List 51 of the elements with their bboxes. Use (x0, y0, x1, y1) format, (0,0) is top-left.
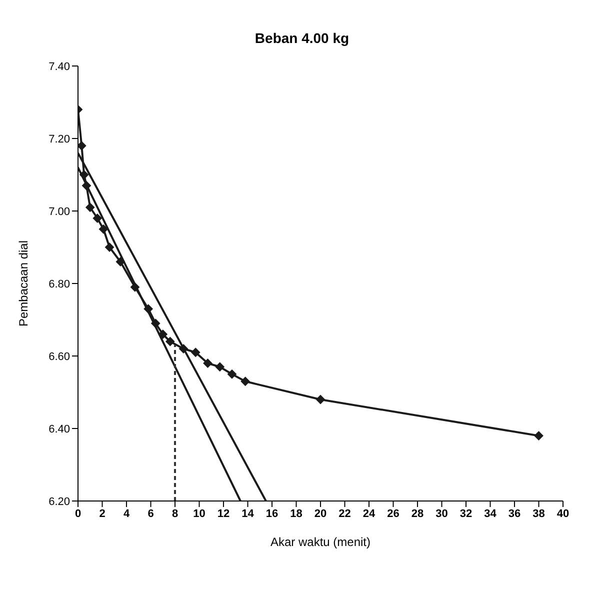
point (86, 202, 95, 212)
point (191, 348, 200, 357)
point (130, 282, 140, 292)
point (178, 344, 188, 354)
point (158, 330, 168, 339)
x-tick-label: 32 (460, 508, 472, 520)
point (203, 358, 212, 368)
y-axis-title: Pembacaan dial (16, 240, 30, 327)
point (105, 242, 114, 252)
chart-title: Beban 4.00 kg (254, 30, 350, 46)
point (534, 431, 544, 440)
point (82, 181, 91, 190)
point (316, 395, 325, 404)
x-tick-label: 14 (242, 508, 255, 520)
x-tick-label: 30 (436, 508, 448, 520)
x-tick-label: 10 (193, 508, 206, 520)
x-tick-label: 24 (362, 508, 376, 520)
x-tick-label: 8 (172, 508, 178, 520)
point (92, 214, 102, 223)
y-tick-label: 6.40 (48, 423, 70, 436)
y-tick-label: 6.60 (48, 350, 70, 363)
point (166, 337, 175, 346)
point (227, 370, 236, 379)
y-tick-label: 7.00 (48, 206, 70, 218)
point (240, 376, 250, 386)
x-tick-label: 12 (217, 508, 230, 520)
y-tick-label: 6.80 (48, 278, 70, 290)
x-tick-label: 26 (387, 508, 400, 520)
point (144, 304, 153, 314)
x-axis-title: Akar waktu (menit) (270, 535, 371, 549)
x-tick-label: 22 (338, 508, 351, 520)
point (98, 224, 108, 234)
x-tick-label: 4 (123, 508, 130, 520)
x-tick-label: 40 (556, 508, 570, 520)
x-tick-label: 18 (290, 508, 302, 520)
y-tick-label: 7.20 (48, 133, 70, 146)
x-tick-label: 6 (148, 508, 154, 520)
x-tick-label: 28 (411, 508, 424, 520)
x-tick-label: 20 (314, 508, 327, 520)
x-tick-label: 0 (74, 508, 82, 520)
x-tick-label: 34 (484, 508, 498, 520)
y-tick-label: 7.40 (48, 60, 70, 73)
point (116, 257, 125, 266)
point (78, 141, 86, 150)
point (215, 362, 224, 372)
x-tick-label: 36 (508, 508, 521, 520)
x-tick-label: 2 (99, 508, 106, 520)
x-tick-label: 38 (532, 508, 545, 520)
y-tick-label: 6.20 (48, 496, 70, 508)
point (151, 318, 160, 328)
x-tick-label: 16 (266, 508, 278, 520)
